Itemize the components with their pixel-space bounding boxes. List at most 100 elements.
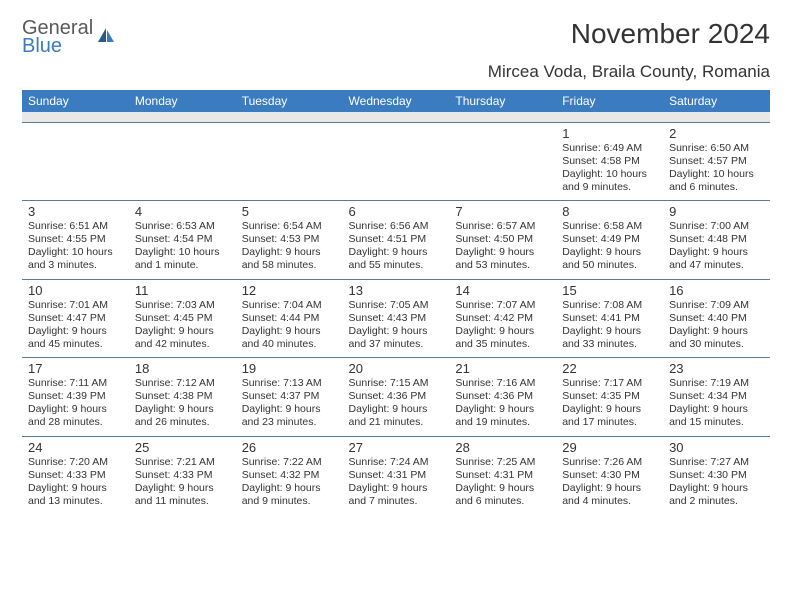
- day-cell: 26Sunrise: 7:22 AMSunset: 4:32 PMDayligh…: [236, 436, 343, 514]
- week-row: 1Sunrise: 6:49 AMSunset: 4:58 PMDaylight…: [22, 122, 770, 201]
- day-number: 29: [562, 440, 657, 455]
- sunset-text: Sunset: 4:44 PM: [242, 312, 337, 325]
- daylight-text: Daylight: 9 hours and 26 minutes.: [135, 403, 230, 429]
- day-number: 30: [669, 440, 764, 455]
- day-cell: 11Sunrise: 7:03 AMSunset: 4:45 PMDayligh…: [129, 279, 236, 358]
- sunset-text: Sunset: 4:33 PM: [135, 469, 230, 482]
- sunset-text: Sunset: 4:40 PM: [669, 312, 764, 325]
- sunrise-text: Sunrise: 6:49 AM: [562, 142, 657, 155]
- sunrise-text: Sunrise: 7:12 AM: [135, 377, 230, 390]
- month-title: November 2024: [488, 18, 770, 50]
- logo: General Blue: [22, 18, 116, 56]
- daylight-text: Daylight: 9 hours and 50 minutes.: [562, 246, 657, 272]
- day-number: 3: [28, 204, 123, 219]
- day-number: 7: [455, 204, 550, 219]
- day-number: 2: [669, 126, 764, 141]
- daylight-text: Daylight: 9 hours and 23 minutes.: [242, 403, 337, 429]
- sunrise-text: Sunrise: 6:51 AM: [28, 220, 123, 233]
- day-number: 23: [669, 361, 764, 376]
- day-number: 12: [242, 283, 337, 298]
- sunset-text: Sunset: 4:50 PM: [455, 233, 550, 246]
- sunset-text: Sunset: 4:48 PM: [669, 233, 764, 246]
- sunset-text: Sunset: 4:58 PM: [562, 155, 657, 168]
- daylight-text: Daylight: 9 hours and 15 minutes.: [669, 403, 764, 429]
- daylight-text: Daylight: 9 hours and 58 minutes.: [242, 246, 337, 272]
- day-number: 18: [135, 361, 230, 376]
- sunrise-text: Sunrise: 7:24 AM: [349, 456, 444, 469]
- daylight-text: Daylight: 9 hours and 17 minutes.: [562, 403, 657, 429]
- calendar-table: Sunday Monday Tuesday Wednesday Thursday…: [22, 90, 770, 514]
- day-number: 27: [349, 440, 444, 455]
- day-header-row: Sunday Monday Tuesday Wednesday Thursday…: [22, 90, 770, 112]
- sunrise-text: Sunrise: 7:09 AM: [669, 299, 764, 312]
- sunset-text: Sunset: 4:37 PM: [242, 390, 337, 403]
- day-number: 24: [28, 440, 123, 455]
- day-number: 22: [562, 361, 657, 376]
- sunrise-text: Sunrise: 7:00 AM: [669, 220, 764, 233]
- day-cell: 13Sunrise: 7:05 AMSunset: 4:43 PMDayligh…: [343, 279, 450, 358]
- sunrise-text: Sunrise: 7:22 AM: [242, 456, 337, 469]
- sunrise-text: Sunrise: 7:25 AM: [455, 456, 550, 469]
- sunset-text: Sunset: 4:54 PM: [135, 233, 230, 246]
- sunset-text: Sunset: 4:31 PM: [349, 469, 444, 482]
- day-number: 5: [242, 204, 337, 219]
- sunset-text: Sunset: 4:51 PM: [349, 233, 444, 246]
- sunset-text: Sunset: 4:31 PM: [455, 469, 550, 482]
- sunset-text: Sunset: 4:33 PM: [28, 469, 123, 482]
- sunrise-text: Sunrise: 7:05 AM: [349, 299, 444, 312]
- day-number: 4: [135, 204, 230, 219]
- sunrise-text: Sunrise: 7:20 AM: [28, 456, 123, 469]
- day-cell: [236, 122, 343, 201]
- location-label: Mircea Voda, Braila County, Romania: [488, 62, 770, 82]
- daylight-text: Daylight: 9 hours and 33 minutes.: [562, 325, 657, 351]
- header: General Blue November 2024 Mircea Voda, …: [22, 18, 770, 82]
- sunrise-text: Sunrise: 7:21 AM: [135, 456, 230, 469]
- day-cell: 21Sunrise: 7:16 AMSunset: 4:36 PMDayligh…: [449, 358, 556, 437]
- daylight-text: Daylight: 9 hours and 30 minutes.: [669, 325, 764, 351]
- day-cell: 3Sunrise: 6:51 AMSunset: 4:55 PMDaylight…: [22, 201, 129, 280]
- daylight-text: Daylight: 9 hours and 45 minutes.: [28, 325, 123, 351]
- day-cell: 2Sunrise: 6:50 AMSunset: 4:57 PMDaylight…: [663, 122, 770, 201]
- day-cell: 15Sunrise: 7:08 AMSunset: 4:41 PMDayligh…: [556, 279, 663, 358]
- sunset-text: Sunset: 4:30 PM: [669, 469, 764, 482]
- sunrise-text: Sunrise: 7:17 AM: [562, 377, 657, 390]
- daylight-text: Daylight: 9 hours and 4 minutes.: [562, 482, 657, 508]
- sunrise-text: Sunrise: 7:16 AM: [455, 377, 550, 390]
- day-number: 11: [135, 283, 230, 298]
- day-number: 9: [669, 204, 764, 219]
- day-number: 6: [349, 204, 444, 219]
- daylight-text: Daylight: 10 hours and 9 minutes.: [562, 168, 657, 194]
- sunrise-text: Sunrise: 7:11 AM: [28, 377, 123, 390]
- day-header: Monday: [129, 90, 236, 112]
- daylight-text: Daylight: 9 hours and 6 minutes.: [455, 482, 550, 508]
- sail-icon: [96, 26, 116, 51]
- day-number: 1: [562, 126, 657, 141]
- day-cell: 1Sunrise: 6:49 AMSunset: 4:58 PMDaylight…: [556, 122, 663, 201]
- day-header: Thursday: [449, 90, 556, 112]
- sunset-text: Sunset: 4:30 PM: [562, 469, 657, 482]
- daylight-text: Daylight: 10 hours and 3 minutes.: [28, 246, 123, 272]
- day-number: 16: [669, 283, 764, 298]
- day-cell: 27Sunrise: 7:24 AMSunset: 4:31 PMDayligh…: [343, 436, 450, 514]
- week-row: 24Sunrise: 7:20 AMSunset: 4:33 PMDayligh…: [22, 436, 770, 514]
- daylight-text: Daylight: 9 hours and 21 minutes.: [349, 403, 444, 429]
- daylight-text: Daylight: 10 hours and 6 minutes.: [669, 168, 764, 194]
- logo-word-blue: Blue: [22, 36, 93, 56]
- sunrise-text: Sunrise: 7:15 AM: [349, 377, 444, 390]
- day-number: 15: [562, 283, 657, 298]
- day-cell: 30Sunrise: 7:27 AMSunset: 4:30 PMDayligh…: [663, 436, 770, 514]
- day-number: 17: [28, 361, 123, 376]
- sunrise-text: Sunrise: 6:58 AM: [562, 220, 657, 233]
- daylight-text: Daylight: 9 hours and 13 minutes.: [28, 482, 123, 508]
- day-cell: 18Sunrise: 7:12 AMSunset: 4:38 PMDayligh…: [129, 358, 236, 437]
- day-cell: 17Sunrise: 7:11 AMSunset: 4:39 PMDayligh…: [22, 358, 129, 437]
- day-cell: 8Sunrise: 6:58 AMSunset: 4:49 PMDaylight…: [556, 201, 663, 280]
- day-cell: 19Sunrise: 7:13 AMSunset: 4:37 PMDayligh…: [236, 358, 343, 437]
- day-number: 28: [455, 440, 550, 455]
- daylight-text: Daylight: 9 hours and 55 minutes.: [349, 246, 444, 272]
- day-number: 19: [242, 361, 337, 376]
- sunset-text: Sunset: 4:32 PM: [242, 469, 337, 482]
- day-number: 20: [349, 361, 444, 376]
- daylight-text: Daylight: 9 hours and 53 minutes.: [455, 246, 550, 272]
- day-number: 26: [242, 440, 337, 455]
